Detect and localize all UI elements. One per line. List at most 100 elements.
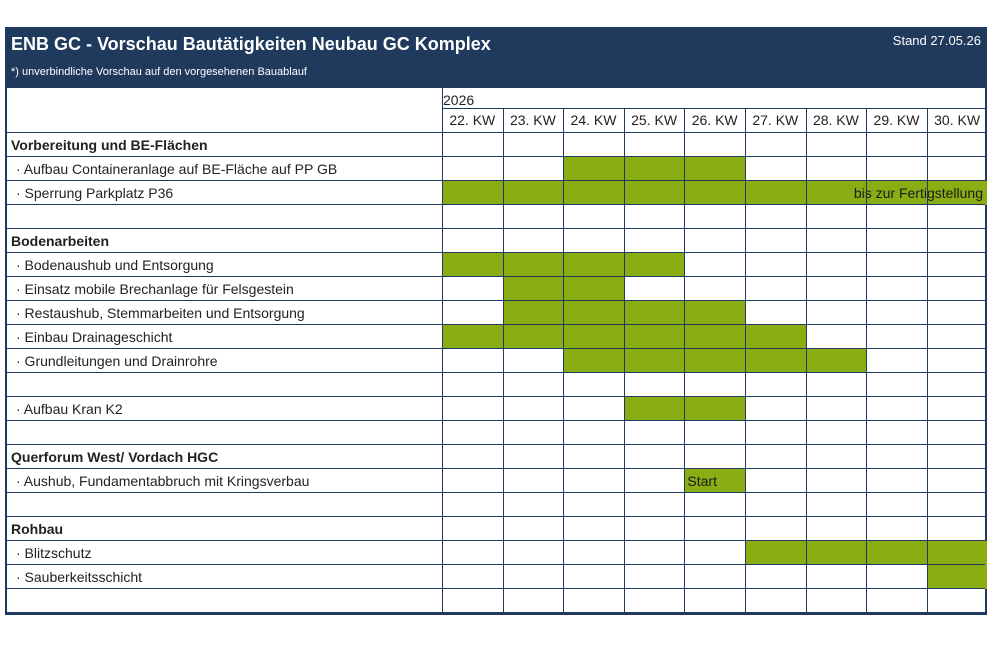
section-heading: Rohbau — [11, 521, 64, 537]
grid-line-h — [7, 324, 985, 325]
bar-start-label: Start — [687, 473, 717, 489]
stand-date: Stand 27.05.26 — [892, 33, 981, 48]
grid-line-v — [805, 108, 807, 613]
grid-line-v — [745, 108, 746, 613]
header-bar: ENB GC - Vorschau Bautätigkeiten Neubau … — [7, 29, 985, 88]
gantt-bar — [684, 301, 745, 325]
gantt-bar — [563, 157, 624, 181]
page-title: ENB GC - Vorschau Bautätigkeiten Neubau … — [11, 34, 491, 54]
gantt-bar — [623, 157, 685, 181]
grid-line-h — [7, 180, 985, 181]
week-header: 28. KW — [812, 112, 859, 128]
grid-line-v — [442, 88, 443, 613]
gantt-bar — [563, 349, 624, 373]
gantt-bar — [926, 541, 988, 565]
grid-line-v — [866, 108, 868, 613]
gantt-bar — [684, 469, 745, 493]
grid-line-v — [502, 108, 504, 613]
gantt-bar — [926, 565, 988, 589]
week-header: 29. KW — [873, 112, 920, 128]
week-header: 22. KW — [449, 112, 496, 128]
gantt-bar — [623, 181, 685, 205]
task-label: · Bodenaushub und Entsorgung — [16, 257, 214, 273]
gantt-bar — [623, 301, 685, 325]
grid-line-h — [7, 228, 985, 229]
week-header: 23. KW — [509, 112, 556, 128]
gantt-bar — [623, 253, 685, 277]
gantt-bar — [442, 181, 503, 205]
gantt-bar — [563, 301, 624, 325]
task-label: · Restaushub, Stemmarbeiten und Entsorgu… — [16, 305, 305, 321]
grid-line-h — [7, 252, 985, 253]
gantt-bar — [563, 325, 624, 349]
grid-line-h — [7, 204, 985, 205]
gantt-bar — [623, 397, 685, 421]
task-label: · Aufbau Containeranlage auf BE-Fläche a… — [16, 161, 338, 177]
section-heading: Bodenarbeiten — [11, 233, 110, 249]
gantt-bar — [563, 253, 624, 277]
gantt-bar — [684, 325, 745, 349]
schedule-sheet: ENB GC - Vorschau Bautätigkeiten Neubau … — [5, 27, 988, 615]
gantt-bar — [926, 181, 988, 205]
grid-line-h — [7, 156, 985, 157]
week-header: 24. KW — [570, 112, 617, 128]
gantt-bar — [684, 157, 745, 181]
gantt-bar — [502, 301, 564, 325]
grid-line-v — [563, 108, 565, 613]
grid-line-h — [442, 108, 985, 109]
grid-line-h — [7, 516, 985, 517]
grid-line-v — [926, 108, 928, 613]
bar-note: bis zur Fertigstellung — [853, 185, 983, 201]
grid-line-h — [7, 492, 985, 493]
gantt-bar — [442, 325, 503, 349]
gantt-bar — [745, 541, 806, 565]
grid-line-h — [7, 348, 985, 349]
gantt-bar — [805, 181, 867, 205]
gantt-bar — [502, 277, 564, 301]
grid-line-v — [684, 108, 686, 613]
week-header: 25. KW — [631, 112, 678, 128]
grid-line-h — [7, 612, 985, 613]
grid-line-h — [7, 588, 985, 589]
section-heading: Vorbereitung und BE-Flächen — [11, 137, 208, 153]
week-header: 26. KW — [691, 112, 738, 128]
task-label: · Einsatz mobile Brechanlage für Felsges… — [16, 281, 294, 297]
gantt-bar — [745, 349, 806, 373]
gantt-bar — [684, 397, 745, 421]
gantt-bar — [563, 181, 624, 205]
grid-line-h — [7, 132, 985, 133]
grid-line-h — [7, 444, 985, 445]
gantt-bar — [623, 349, 685, 373]
grid-line-h — [7, 300, 985, 301]
gantt-bar — [623, 325, 685, 349]
grid-line-h — [7, 276, 985, 277]
gantt-bar — [563, 277, 624, 301]
gantt-bar — [684, 349, 745, 373]
gantt-bar — [442, 253, 503, 277]
gantt-bar — [745, 325, 806, 349]
schedule-grid: 2026 22. KW 23. KW 24. KW 25. KW 26. KW 27. K… — [7, 88, 988, 615]
gantt-bar — [866, 541, 927, 565]
task-label: · Blitzschutz — [16, 545, 92, 561]
task-label: · Sperrung Parkplatz P36 — [16, 185, 174, 201]
section-heading: Querforum West/ Vordach HGC — [11, 449, 219, 465]
week-header: 30. KW — [934, 112, 981, 128]
year-label: 2026 — [443, 92, 475, 108]
gantt-bar — [684, 181, 745, 205]
grid-line-h — [7, 420, 985, 421]
grid-line-h — [7, 540, 985, 541]
gantt-bar — [502, 253, 564, 277]
gantt-bar — [502, 325, 564, 349]
grid-line-h — [7, 468, 985, 469]
task-label: · Einbau Drainageschicht — [16, 329, 173, 345]
grid-line-h — [7, 564, 985, 565]
gantt-bar — [866, 181, 927, 205]
gantt-bar — [805, 541, 867, 565]
grid-line-h — [7, 396, 985, 397]
task-label: · Grundleitungen und Drainrohre — [16, 353, 218, 369]
week-header: 27. KW — [752, 112, 799, 128]
gantt-bar — [805, 349, 867, 373]
task-label: · Sauberkeitsschicht — [16, 569, 143, 585]
grid-line-h — [7, 372, 985, 373]
grid-line-v — [623, 108, 625, 613]
